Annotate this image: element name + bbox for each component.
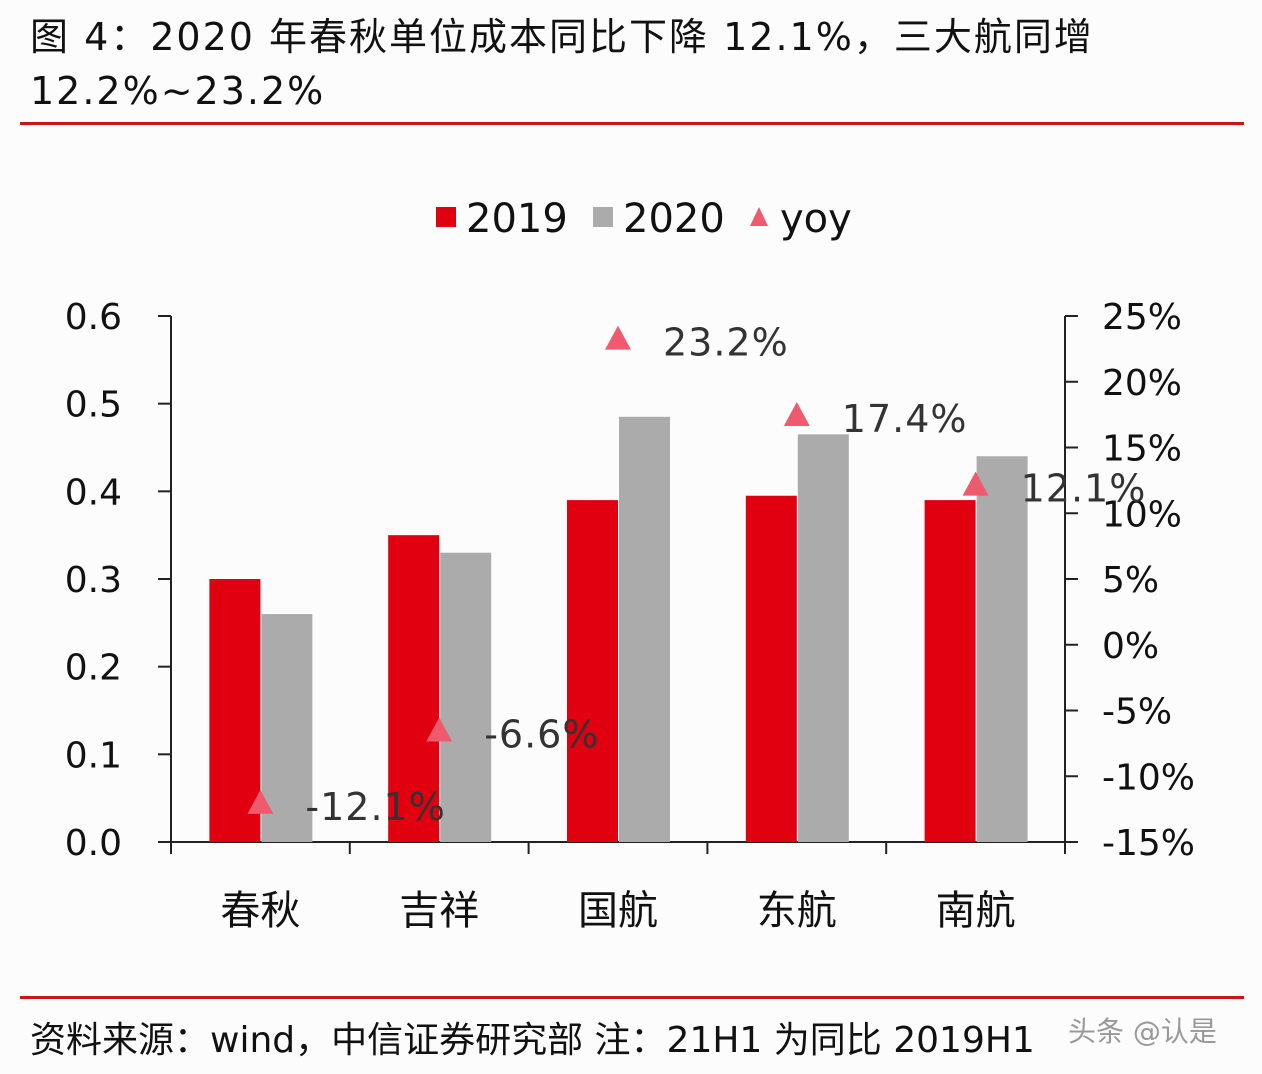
legend-label-2019: 2019 [466, 196, 568, 242]
bar-2020 [797, 434, 849, 842]
bar-2019 [745, 495, 797, 842]
x-axis-category-label: 春秋 [220, 888, 300, 934]
left-axis-tick-label: 0.6 [65, 297, 122, 338]
left-axis-tick-label: 0.5 [65, 385, 122, 426]
bar-2020 [261, 614, 313, 842]
legend-swatch-2019 [436, 207, 456, 227]
legend-label-yoy: yoy [780, 196, 852, 242]
yoy-marker [605, 325, 631, 350]
bar-2019 [567, 500, 618, 842]
right-axis-tick-label: 25% [1102, 297, 1182, 338]
figure-title: 图 4：2020 年春秋单位成本同比下降 12.1%，三大航同增 12.2%~2… [30, 15, 1094, 113]
left-axis-tick-label: 0.4 [65, 472, 122, 513]
left-axis-tick-label: 0.2 [65, 648, 122, 689]
left-axis-tick-label: 0.3 [65, 560, 122, 601]
yoy-marker [783, 401, 810, 426]
yoy-data-label: 23.2% [663, 321, 789, 365]
watermark: 头条 @认是 [1068, 1015, 1217, 1048]
yoy-marker [247, 789, 274, 814]
right-axis-tick-label: -5% [1102, 692, 1172, 733]
right-axis-tick-label: 20% [1102, 363, 1182, 404]
x-axis-category-label: 吉祥 [399, 888, 479, 934]
right-axis-tick-label: 0% [1102, 626, 1159, 667]
legend-swatch-yoy [750, 207, 768, 226]
x-axis-category-label: 东航 [757, 888, 837, 934]
right-axis-tick-label: -10% [1102, 757, 1195, 798]
bar-2020 [619, 416, 670, 842]
top-rule [20, 122, 1244, 125]
bar-2020 [976, 456, 1028, 842]
left-axis-tick-label: 0.0 [65, 823, 122, 864]
bar-2020 [440, 552, 492, 842]
right-axis-tick-label: 10% [1102, 494, 1182, 535]
yoy-data-label: -12.1% [305, 785, 445, 829]
bar-2019 [209, 579, 261, 842]
x-axis-category-label: 国航 [578, 888, 658, 934]
right-axis-tick-label: -15% [1102, 823, 1195, 864]
legend-swatch-2020 [593, 207, 613, 227]
right-axis-tick-label: 5% [1102, 560, 1159, 601]
right-axis-tick-label: 15% [1102, 429, 1182, 470]
bar-2019 [924, 500, 976, 842]
bar-2019 [388, 535, 440, 842]
bottom-rule [20, 996, 1244, 999]
source-note: 资料来源：wind，中信证券研究部 注：21H1 为同比 2019H1 [30, 1020, 1035, 1061]
yoy-data-label: 17.4% [842, 397, 968, 441]
yoy-data-label: -6.6% [484, 713, 599, 757]
yoy-marker [962, 471, 989, 496]
yoy-data-label: 12.1% [1021, 467, 1147, 511]
x-axis-category-label: 南航 [936, 888, 1016, 934]
left-axis-tick-label: 0.1 [65, 735, 122, 776]
yoy-marker [426, 717, 453, 742]
legend-label-2020: 2020 [623, 196, 725, 242]
